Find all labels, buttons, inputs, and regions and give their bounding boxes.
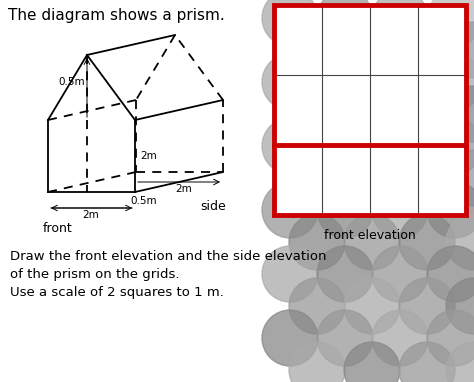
- Circle shape: [317, 54, 373, 110]
- Circle shape: [289, 86, 345, 142]
- Circle shape: [372, 54, 428, 110]
- Circle shape: [446, 22, 474, 78]
- Circle shape: [289, 278, 345, 334]
- Circle shape: [399, 342, 455, 382]
- Circle shape: [262, 0, 318, 46]
- Circle shape: [289, 150, 345, 206]
- Text: front elevation: front elevation: [324, 229, 416, 242]
- Circle shape: [446, 214, 474, 270]
- Text: 2m: 2m: [176, 184, 192, 194]
- Text: 2m: 2m: [140, 151, 157, 161]
- Circle shape: [317, 0, 373, 46]
- Text: of the prism on the grids.: of the prism on the grids.: [10, 268, 180, 281]
- Circle shape: [427, 0, 474, 46]
- Circle shape: [289, 342, 345, 382]
- Circle shape: [317, 310, 373, 366]
- Circle shape: [372, 0, 428, 46]
- Circle shape: [399, 86, 455, 142]
- Text: The diagram shows a prism.: The diagram shows a prism.: [8, 8, 225, 23]
- Bar: [274, 5, 466, 215]
- Circle shape: [372, 182, 428, 238]
- Circle shape: [446, 278, 474, 334]
- Circle shape: [446, 150, 474, 206]
- Circle shape: [399, 150, 455, 206]
- Text: 0.5m: 0.5m: [130, 196, 156, 206]
- Circle shape: [446, 86, 474, 142]
- Circle shape: [344, 342, 400, 382]
- Circle shape: [262, 54, 318, 110]
- Circle shape: [344, 150, 400, 206]
- Text: front: front: [43, 222, 73, 235]
- Circle shape: [446, 342, 474, 382]
- Circle shape: [427, 246, 474, 302]
- Circle shape: [372, 118, 428, 174]
- Circle shape: [399, 22, 455, 78]
- Circle shape: [344, 278, 400, 334]
- Circle shape: [344, 214, 400, 270]
- Circle shape: [262, 118, 318, 174]
- Text: Draw the front elevation and the side elevation: Draw the front elevation and the side el…: [10, 250, 327, 263]
- Circle shape: [372, 246, 428, 302]
- Circle shape: [399, 214, 455, 270]
- Text: 2m: 2m: [82, 210, 100, 220]
- Circle shape: [262, 182, 318, 238]
- Circle shape: [427, 310, 474, 366]
- Circle shape: [427, 54, 474, 110]
- Text: 0.5m: 0.5m: [58, 77, 85, 87]
- Circle shape: [344, 86, 400, 142]
- Circle shape: [289, 214, 345, 270]
- Circle shape: [399, 278, 455, 334]
- Circle shape: [317, 246, 373, 302]
- Circle shape: [262, 246, 318, 302]
- Circle shape: [344, 22, 400, 78]
- Circle shape: [427, 182, 474, 238]
- Circle shape: [317, 118, 373, 174]
- Circle shape: [372, 310, 428, 366]
- Circle shape: [262, 310, 318, 366]
- Text: Use a scale of 2 squares to 1 m.: Use a scale of 2 squares to 1 m.: [10, 286, 224, 299]
- Circle shape: [427, 118, 474, 174]
- Bar: [274, 5, 466, 215]
- Text: side: side: [200, 200, 226, 213]
- Circle shape: [289, 22, 345, 78]
- Circle shape: [317, 182, 373, 238]
